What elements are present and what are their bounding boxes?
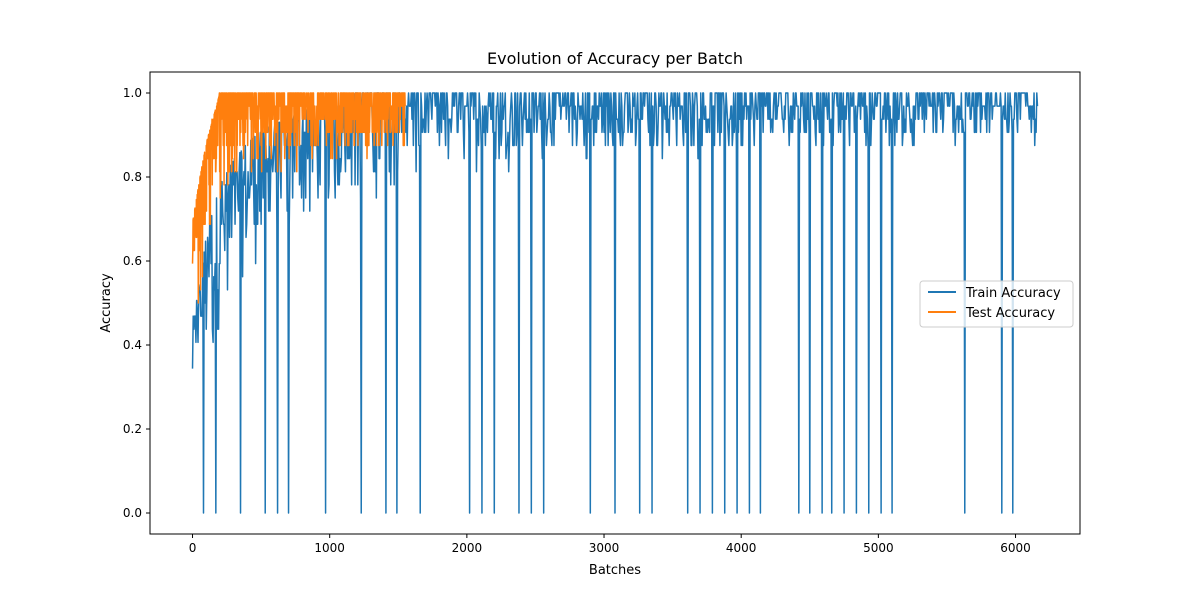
series-line-test xyxy=(191,92,406,304)
legend-box xyxy=(919,280,1074,328)
legend: Train Accuracy Test Accuracy xyxy=(919,280,1074,328)
x-tick-label: 2000 xyxy=(452,541,483,555)
chart-title: Evolution of Accuracy per Batch xyxy=(487,49,743,68)
x-tick-label: 3000 xyxy=(589,541,620,555)
y-tick-label: 1.0 xyxy=(123,86,142,100)
axes-frame xyxy=(149,71,1081,535)
legend-label-train: Train Accuracy xyxy=(965,286,1061,301)
x-tick-label: 6000 xyxy=(1000,541,1031,555)
x-axis-label: Batches xyxy=(589,563,641,578)
x-tick-label: 1000 xyxy=(314,541,345,555)
x-tick-label: 0 xyxy=(189,541,197,555)
x-axis-ticks: 0 1000 2000 3000 4000 5000 6000 xyxy=(189,534,1031,555)
y-axis-ticks: 0.0 0.2 0.4 0.6 0.8 1.0 xyxy=(123,86,150,520)
legend-label-test: Test Accuracy xyxy=(965,306,1055,321)
y-tick-label: 0.8 xyxy=(123,170,142,184)
y-tick-label: 0.6 xyxy=(123,254,142,268)
x-tick-label: 5000 xyxy=(863,541,894,555)
y-axis-label: Accuracy xyxy=(99,273,114,333)
series-layer xyxy=(191,92,1039,514)
y-tick-label: 0.4 xyxy=(123,338,142,352)
y-tick-label: 0.0 xyxy=(123,506,142,520)
y-tick-label: 0.2 xyxy=(123,422,142,436)
x-tick-label: 4000 xyxy=(726,541,757,555)
